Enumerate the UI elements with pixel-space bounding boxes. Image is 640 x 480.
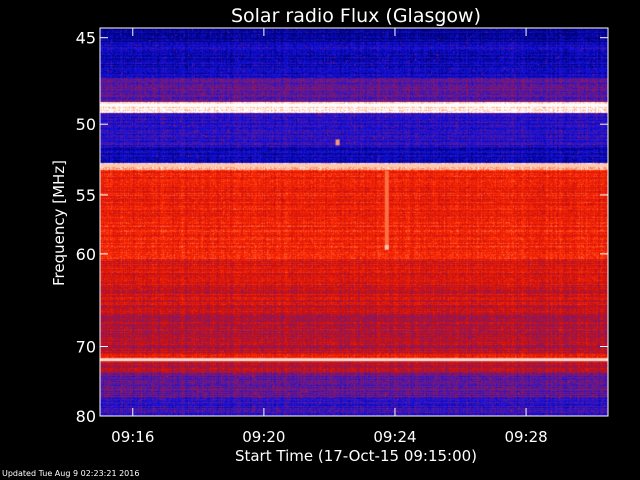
updated-timestamp: Updated Tue Aug 9 02:23:21 2016 xyxy=(2,469,140,478)
y-tick-label: 45 xyxy=(76,29,96,48)
x-tick-label: 09:16 xyxy=(111,428,154,446)
y-axis-ticks: 45 50 55 60 70 80 xyxy=(76,29,608,426)
x-axis-label: Start Time (17-Oct-15 09:15:00) xyxy=(235,447,477,465)
x-tick-label: 09:24 xyxy=(373,428,416,446)
y-tick-label: 70 xyxy=(76,338,96,357)
y-tick-label: 80 xyxy=(76,407,96,426)
y-axis-label: Frequency [MHz] xyxy=(50,160,68,286)
x-tick-label: 09:20 xyxy=(242,428,285,446)
y-tick-label: 50 xyxy=(76,115,96,134)
chart-title: Solar radio Flux (Glasgow) xyxy=(231,5,481,27)
x-axis-ticks: 09:16 09:20 09:24 09:28 xyxy=(111,28,548,446)
y-tick-label: 60 xyxy=(76,245,96,264)
x-tick-label: 09:28 xyxy=(504,428,547,446)
y-tick-label: 55 xyxy=(76,186,96,205)
plot-frame xyxy=(99,27,609,417)
